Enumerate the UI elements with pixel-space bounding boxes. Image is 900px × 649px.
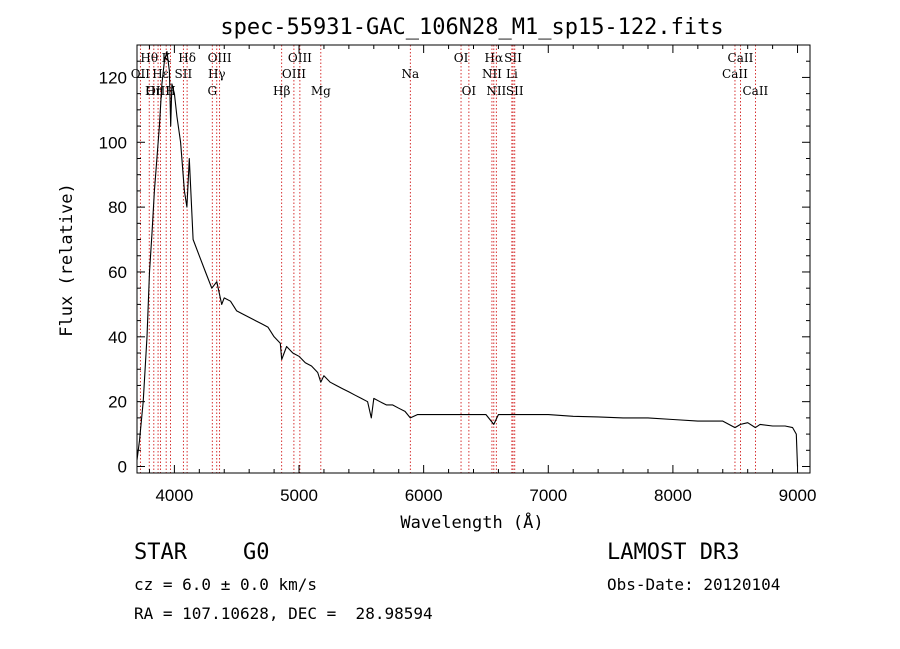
line-marker-label: Na xyxy=(401,67,419,81)
line-marker-label: Hε xyxy=(152,67,169,81)
x-tick-label: 7000 xyxy=(529,486,567,505)
x-tick-label: 8000 xyxy=(654,486,692,505)
line-marker-label: Li xyxy=(506,67,518,81)
obs-date: Obs-Date: 20120104 xyxy=(607,575,781,594)
line-marker-label: OIII xyxy=(208,51,232,65)
line-marker-label: Hα xyxy=(485,51,504,65)
line-marker-label: CaII xyxy=(722,67,748,81)
chart-title: spec-55931-GAC_106N28_M1_sp15-122.fits xyxy=(220,15,723,40)
line-marker-label: H xyxy=(165,84,175,98)
line-marker-label: OIII xyxy=(288,51,312,65)
series-line-spectrum xyxy=(136,50,799,467)
line-marker-label: SII xyxy=(175,67,193,81)
line-marker-label: G xyxy=(207,84,217,98)
redshift-readout: cz = 6.0 ± 0.0 km/s xyxy=(134,575,318,594)
series-group xyxy=(136,50,799,467)
y-tick-label: 120 xyxy=(99,68,127,87)
plot-frame xyxy=(136,44,811,474)
y-tick-label: 60 xyxy=(108,263,127,282)
x-axis-label: Wavelength (Å) xyxy=(400,511,543,533)
line-marker-label: OI xyxy=(454,51,469,65)
line-marker-label: Hδ xyxy=(178,51,196,65)
y-axis: 0 20 40 60 80 100 120 xyxy=(99,60,810,477)
object-class: STAR xyxy=(134,540,187,565)
x-tick-label: 4000 xyxy=(155,486,193,505)
y-tick-label: 0 xyxy=(118,458,127,477)
line-marker-label: K xyxy=(162,51,172,65)
x-tick-label: 9000 xyxy=(779,486,817,505)
y-axis-label: Flux (relative) xyxy=(57,183,77,337)
y-tick-label: 80 xyxy=(108,198,127,217)
line-marker-label: OIII xyxy=(282,67,306,81)
y-tick-label: 40 xyxy=(108,328,127,347)
line-marker-label: OII xyxy=(131,67,151,81)
line-marker-label: CaII xyxy=(742,84,768,98)
y-tick-label: 20 xyxy=(108,393,127,412)
line-marker-label: NII xyxy=(482,67,502,81)
y-tick-label: 100 xyxy=(99,133,127,152)
x-tick-label: 5000 xyxy=(280,486,318,505)
line-marker-label: Hθ xyxy=(140,51,158,65)
line-marker-label: SII xyxy=(506,84,524,98)
line-marker-label: Hβ xyxy=(273,84,290,98)
x-axis: 4000 5000 6000 7000 8000 9000 xyxy=(148,45,817,505)
line-marker-label: CaII xyxy=(728,51,754,65)
line-marker-label: NII xyxy=(486,84,506,98)
line-marker-label: OIII xyxy=(146,84,170,98)
line-marker-label: OI xyxy=(462,84,477,98)
line-marker-label: Mg xyxy=(311,84,331,98)
line-marker-label: SII xyxy=(504,51,522,65)
line-marker-label: Hγ xyxy=(208,67,226,81)
object-subclass: G0 xyxy=(243,540,270,565)
coordinates: RA = 107.10628, DEC = 28.98594 xyxy=(134,604,433,623)
line-marker-label: Hη xyxy=(145,84,163,98)
x-tick-label: 6000 xyxy=(405,486,443,505)
survey-name: LAMOST DR3 xyxy=(607,540,740,565)
